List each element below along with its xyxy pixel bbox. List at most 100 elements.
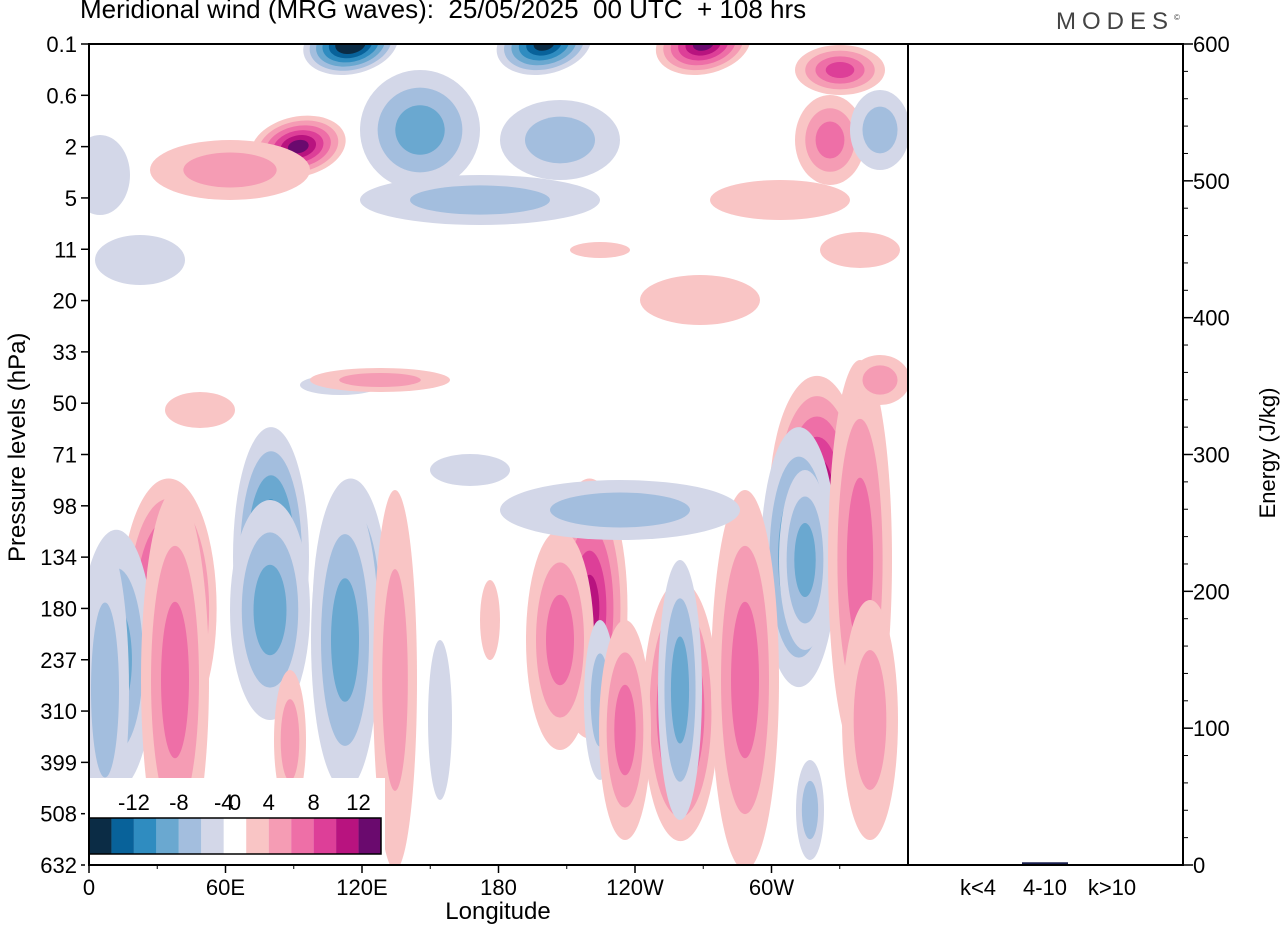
energy-tick-label: 300 <box>1193 443 1230 468</box>
contour-cell <box>731 601 759 759</box>
y-tick-label: 180 <box>40 596 77 621</box>
colorbar-swatch <box>111 818 134 854</box>
contour-cell <box>546 594 574 686</box>
y-tick-label: 5 <box>65 186 77 211</box>
contour-cell <box>862 106 898 154</box>
contour-cell <box>570 242 630 258</box>
contour-cell <box>339 373 421 387</box>
contour-cell <box>395 105 445 155</box>
colorbar-swatch <box>358 818 381 854</box>
energy-tick-label: 200 <box>1193 579 1230 604</box>
contour-cell <box>525 116 595 164</box>
energy-bar <box>1022 862 1068 865</box>
colorbar-label: 8 <box>307 790 319 815</box>
modes-logo: MODES© <box>1056 8 1180 36</box>
energy-tick-label: 400 <box>1193 306 1230 331</box>
y-tick-label: 50 <box>53 391 77 416</box>
y-tick-label: 2 <box>65 135 77 160</box>
x-tick-label: 60W <box>749 875 794 900</box>
colorbar-label: -4 <box>214 790 234 815</box>
y-tick-label: 33 <box>53 340 77 365</box>
contour-cell <box>825 62 855 78</box>
y-tick-label: 237 <box>40 648 77 673</box>
contour-cell <box>428 640 452 800</box>
colorbar-swatch <box>268 818 292 854</box>
colorbar-swatch <box>178 818 202 854</box>
contour-cell <box>95 235 185 285</box>
colorbar-label: 12 <box>346 790 370 815</box>
contour-field <box>89 44 908 865</box>
colorbar: -12 -8 -40 4 8 12 <box>85 778 385 866</box>
contour-cell <box>670 636 690 744</box>
energy-tick-label: 100 <box>1193 716 1230 741</box>
pressure-axis: 0.1 0.6 2 5 11 20 33 50 71 98 134 180 237 310 399 508 63… <box>40 32 89 878</box>
contour-cell <box>820 232 900 268</box>
colorbar-label: 4 <box>263 790 275 815</box>
energy-tick-label: 500 <box>1193 169 1230 194</box>
contour-cell <box>533 44 555 51</box>
contour-cell <box>89 135 130 215</box>
energy-category-label: 4-10 <box>1023 875 1067 900</box>
x-tick-label: 180 <box>480 875 517 900</box>
contour-cell <box>253 564 287 656</box>
contour-cell <box>430 454 510 486</box>
contour-cell <box>815 121 845 159</box>
y-tick-label: 0.6 <box>46 83 77 108</box>
contour-cell <box>410 185 550 215</box>
energy-category-label: k>10 <box>1088 875 1136 900</box>
y-tick-label: 11 <box>54 237 77 262</box>
logo-text: MODES <box>1056 8 1175 35</box>
y-tick-label: 71 <box>53 443 77 468</box>
x-tick-label: 60E <box>206 875 245 900</box>
colorbar-swatch <box>156 818 179 854</box>
y-tick-label: 310 <box>40 699 77 724</box>
colorbar-swatch <box>291 818 314 854</box>
contour-cell <box>161 601 189 759</box>
contour-cell <box>794 522 816 598</box>
contour-cell <box>183 152 277 188</box>
contour-cell <box>91 602 119 778</box>
x-axis-label: Longitude <box>445 898 551 925</box>
colorbar-swatch <box>133 818 157 854</box>
contour-cell <box>685 44 722 56</box>
colorbar-label: 0 <box>229 790 241 815</box>
y-tick-label: 20 <box>53 289 77 314</box>
y-tick-label: 399 <box>40 750 77 775</box>
y-tick-label: 632 <box>40 853 77 878</box>
longitude-axis: 0 60E 120E 180 120W 60W <box>83 865 841 900</box>
chart-title: Meridional wind (MRG waves): 25/05/2025 … <box>80 0 807 24</box>
contour-cell <box>331 578 359 702</box>
energy-tick-label: 0 <box>1193 853 1205 878</box>
contour-cell <box>853 650 887 790</box>
contour-cell <box>862 365 898 395</box>
contour-cell <box>801 780 819 840</box>
colorbar-swatch <box>223 818 247 854</box>
colorbar-label: -12 <box>118 790 150 815</box>
colorbar-swatch <box>313 818 337 854</box>
energy-tick-label: 600 <box>1193 32 1230 57</box>
contour-cell <box>550 492 690 528</box>
contour-cell <box>640 275 760 325</box>
colorbar-swatch <box>336 818 359 854</box>
contour-cell <box>710 180 850 220</box>
colorbar-swatch <box>201 818 224 854</box>
y-tick-label: 0.1 <box>46 32 77 57</box>
contour-cell <box>165 392 235 428</box>
logo-mark: © <box>1174 13 1180 22</box>
y-tick-label: 98 <box>53 494 77 519</box>
y-tick-label: 508 <box>40 802 77 827</box>
contour-cell <box>287 139 309 154</box>
colorbar-swatch <box>89 818 112 854</box>
x-tick-label: 120W <box>606 875 664 900</box>
contour-cell <box>382 569 408 791</box>
x-tick-label: 120E <box>336 875 387 900</box>
contour-cell <box>526 44 562 56</box>
colorbar-label: -8 <box>169 790 189 815</box>
contour-cell <box>614 684 636 776</box>
x-tick-label: 0 <box>83 875 95 900</box>
contour-cell <box>280 699 300 781</box>
contour-cell <box>480 580 500 660</box>
bar-panel-frame <box>907 43 1184 866</box>
energy-bar-panel: 0 100 200 300 400 500 600 k<4 4-10 k>10 <box>955 32 1230 900</box>
